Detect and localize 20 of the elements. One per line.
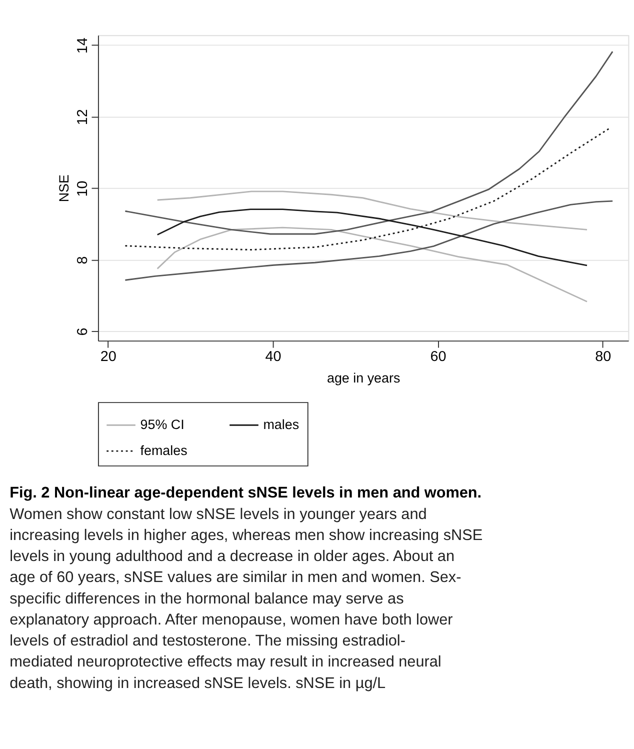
x-tick-label: 20: [100, 349, 116, 366]
x-axis-title: age in years: [326, 370, 400, 386]
line-series: [124, 200, 614, 281]
x-tick-label: 60: [430, 349, 446, 366]
legend-label: 95% CI: [140, 416, 184, 432]
line-series: [124, 50, 614, 235]
text: Women show constant low sNSE levels in younger years and increasing levels in higher ages, whereas men show increasing sNSE levels in young adulthood and a decrease in older ages. About an age of 60 years, sNSE values are similar in men and women. Sex-specific differences in the hormonal balance may serve as explanatory approach. After menopause, women have both lower levels of estradiol and testosterone. The missing estradiol-mediated neuroprotective effects may result in increased neural death, showing in increased sNSE levels. sNSE in µg/L: [10, 506, 483, 692]
line-series: [156, 226, 588, 302]
y-axis-title: NSE: [56, 174, 72, 202]
y-tick-label: 8: [74, 256, 91, 264]
y-tick-label: 14: [74, 38, 91, 54]
legend-label: females: [140, 442, 188, 458]
legend-label: males: [263, 416, 300, 432]
y-tick-label: 6: [74, 328, 91, 336]
x-tick-label: 80: [595, 349, 612, 366]
x-tick-label: 40: [265, 349, 282, 366]
y-tick-label: 10: [74, 180, 91, 197]
y-tick-label: 12: [74, 109, 91, 126]
line-series: [156, 190, 588, 230]
text: Fig. 2 Non-linear age-dependent sNSE levels in men and women.: [10, 484, 482, 502]
